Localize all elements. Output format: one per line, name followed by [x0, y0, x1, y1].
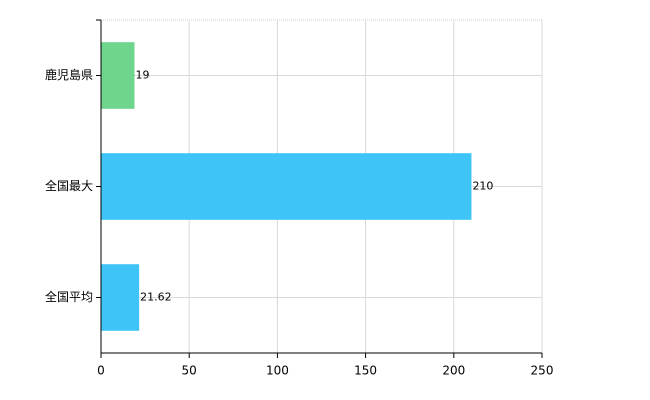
value-label: 210: [472, 180, 493, 193]
value-label: 19: [136, 69, 150, 82]
bar: [101, 153, 472, 220]
x-tick-label: 0: [97, 364, 105, 378]
x-tick-label: 50: [182, 364, 197, 378]
bar: [101, 264, 140, 331]
y-tick-label: 全国平均: [45, 289, 93, 304]
y-tick-label: 鹿児島県: [45, 67, 93, 82]
y-tick-label: 全国最大: [45, 178, 93, 193]
bar: [101, 42, 135, 109]
x-tick-label: 150: [354, 364, 377, 378]
x-tick-label: 200: [442, 364, 465, 378]
value-label: 21.62: [140, 291, 172, 304]
x-tick-label: 250: [531, 364, 554, 378]
x-tick-label: 100: [266, 364, 289, 378]
